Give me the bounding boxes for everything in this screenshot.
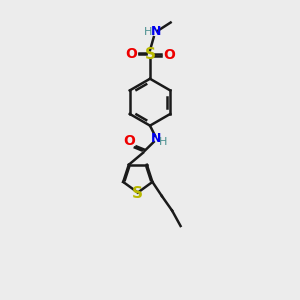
Text: O: O xyxy=(163,48,175,62)
Text: O: O xyxy=(125,47,137,61)
Text: N: N xyxy=(151,132,161,145)
Text: N: N xyxy=(150,26,161,38)
Text: S: S xyxy=(145,47,155,62)
Text: H: H xyxy=(158,137,167,147)
Text: S: S xyxy=(132,186,143,201)
Text: H: H xyxy=(144,27,152,37)
Text: O: O xyxy=(123,134,135,148)
